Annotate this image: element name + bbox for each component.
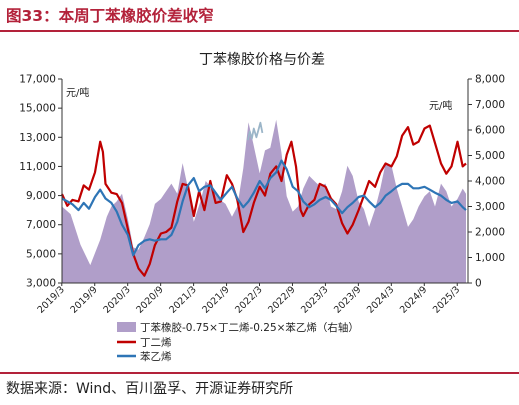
x-tick-label: 2024/9 xyxy=(398,284,429,315)
left-tick-label: 15,000 xyxy=(19,103,56,115)
butadiene-line xyxy=(60,124,467,277)
x-tick-label: 2021/3 xyxy=(167,284,198,315)
right-tick-label: 2,000 xyxy=(475,227,505,239)
left-tick-label: 5,000 xyxy=(26,248,56,260)
price-spread-chart: 丁苯橡胶价格与价差 元/吨 元/吨 3,000 5,000 7,000 9,000 11… xyxy=(19,51,505,363)
legend-swatch-spread xyxy=(117,322,136,332)
right-tick-label: 0 xyxy=(475,278,482,290)
x-tick-label: 2021/9 xyxy=(200,284,231,315)
left-tick-label: 9,000 xyxy=(26,190,56,202)
left-tick-label: 17,000 xyxy=(19,74,56,86)
x-tick-label: 2023/9 xyxy=(332,284,363,315)
right-tick-label: 5,000 xyxy=(475,150,505,162)
left-tick-label: 13,000 xyxy=(19,132,56,144)
legend-label: 丁苯橡胶-0.75×丁二烯-0.25×苯乙烯（右轴） xyxy=(140,321,359,334)
left-tick-label: 11,000 xyxy=(19,161,56,173)
x-tick-label: 2024/3 xyxy=(365,284,396,315)
spread-area-layer xyxy=(62,119,466,283)
chart-title: 丁苯橡胶价格与价差 xyxy=(199,51,325,68)
x-tick-label: 2022/9 xyxy=(266,284,297,315)
price-lines-layer xyxy=(60,121,467,277)
right-tick-label: 6,000 xyxy=(475,125,505,137)
right-tick-label: 7,000 xyxy=(475,99,505,111)
outlier-line xyxy=(247,121,264,141)
title-rule xyxy=(0,30,519,32)
figure-title: 图33：本周丁苯橡胶价差收窄 xyxy=(6,7,214,25)
spread-area xyxy=(62,119,466,283)
x-tick-label: 2020/9 xyxy=(134,284,165,315)
x-tick-label: 2020/3 xyxy=(101,284,132,315)
x-tick-label: 2022/3 xyxy=(233,284,264,315)
legend-label: 丁二烯 xyxy=(140,336,172,349)
right-tick-label: 3,000 xyxy=(475,201,505,213)
right-tick-label: 1,000 xyxy=(475,252,505,264)
left-tick-label: 3,000 xyxy=(26,278,56,290)
legend-label: 苯乙烯 xyxy=(140,350,172,363)
left-tick-label: 7,000 xyxy=(26,219,56,231)
x-tick-label: 2019/9 xyxy=(68,284,99,315)
x-tick-label: 2025/3 xyxy=(431,284,462,315)
source-note: 数据来源：Wind、百川盈孚、开源证券研究所 xyxy=(6,381,294,397)
left-axis-unit: 元/吨 xyxy=(66,86,89,99)
right-tick-label: 8,000 xyxy=(475,74,505,86)
right-axis-unit: 元/吨 xyxy=(429,99,452,112)
styrene-line xyxy=(61,159,467,257)
x-tick-label: 2023/3 xyxy=(299,284,330,315)
source-rule xyxy=(0,372,519,374)
right-tick-label: 4,000 xyxy=(475,176,505,188)
